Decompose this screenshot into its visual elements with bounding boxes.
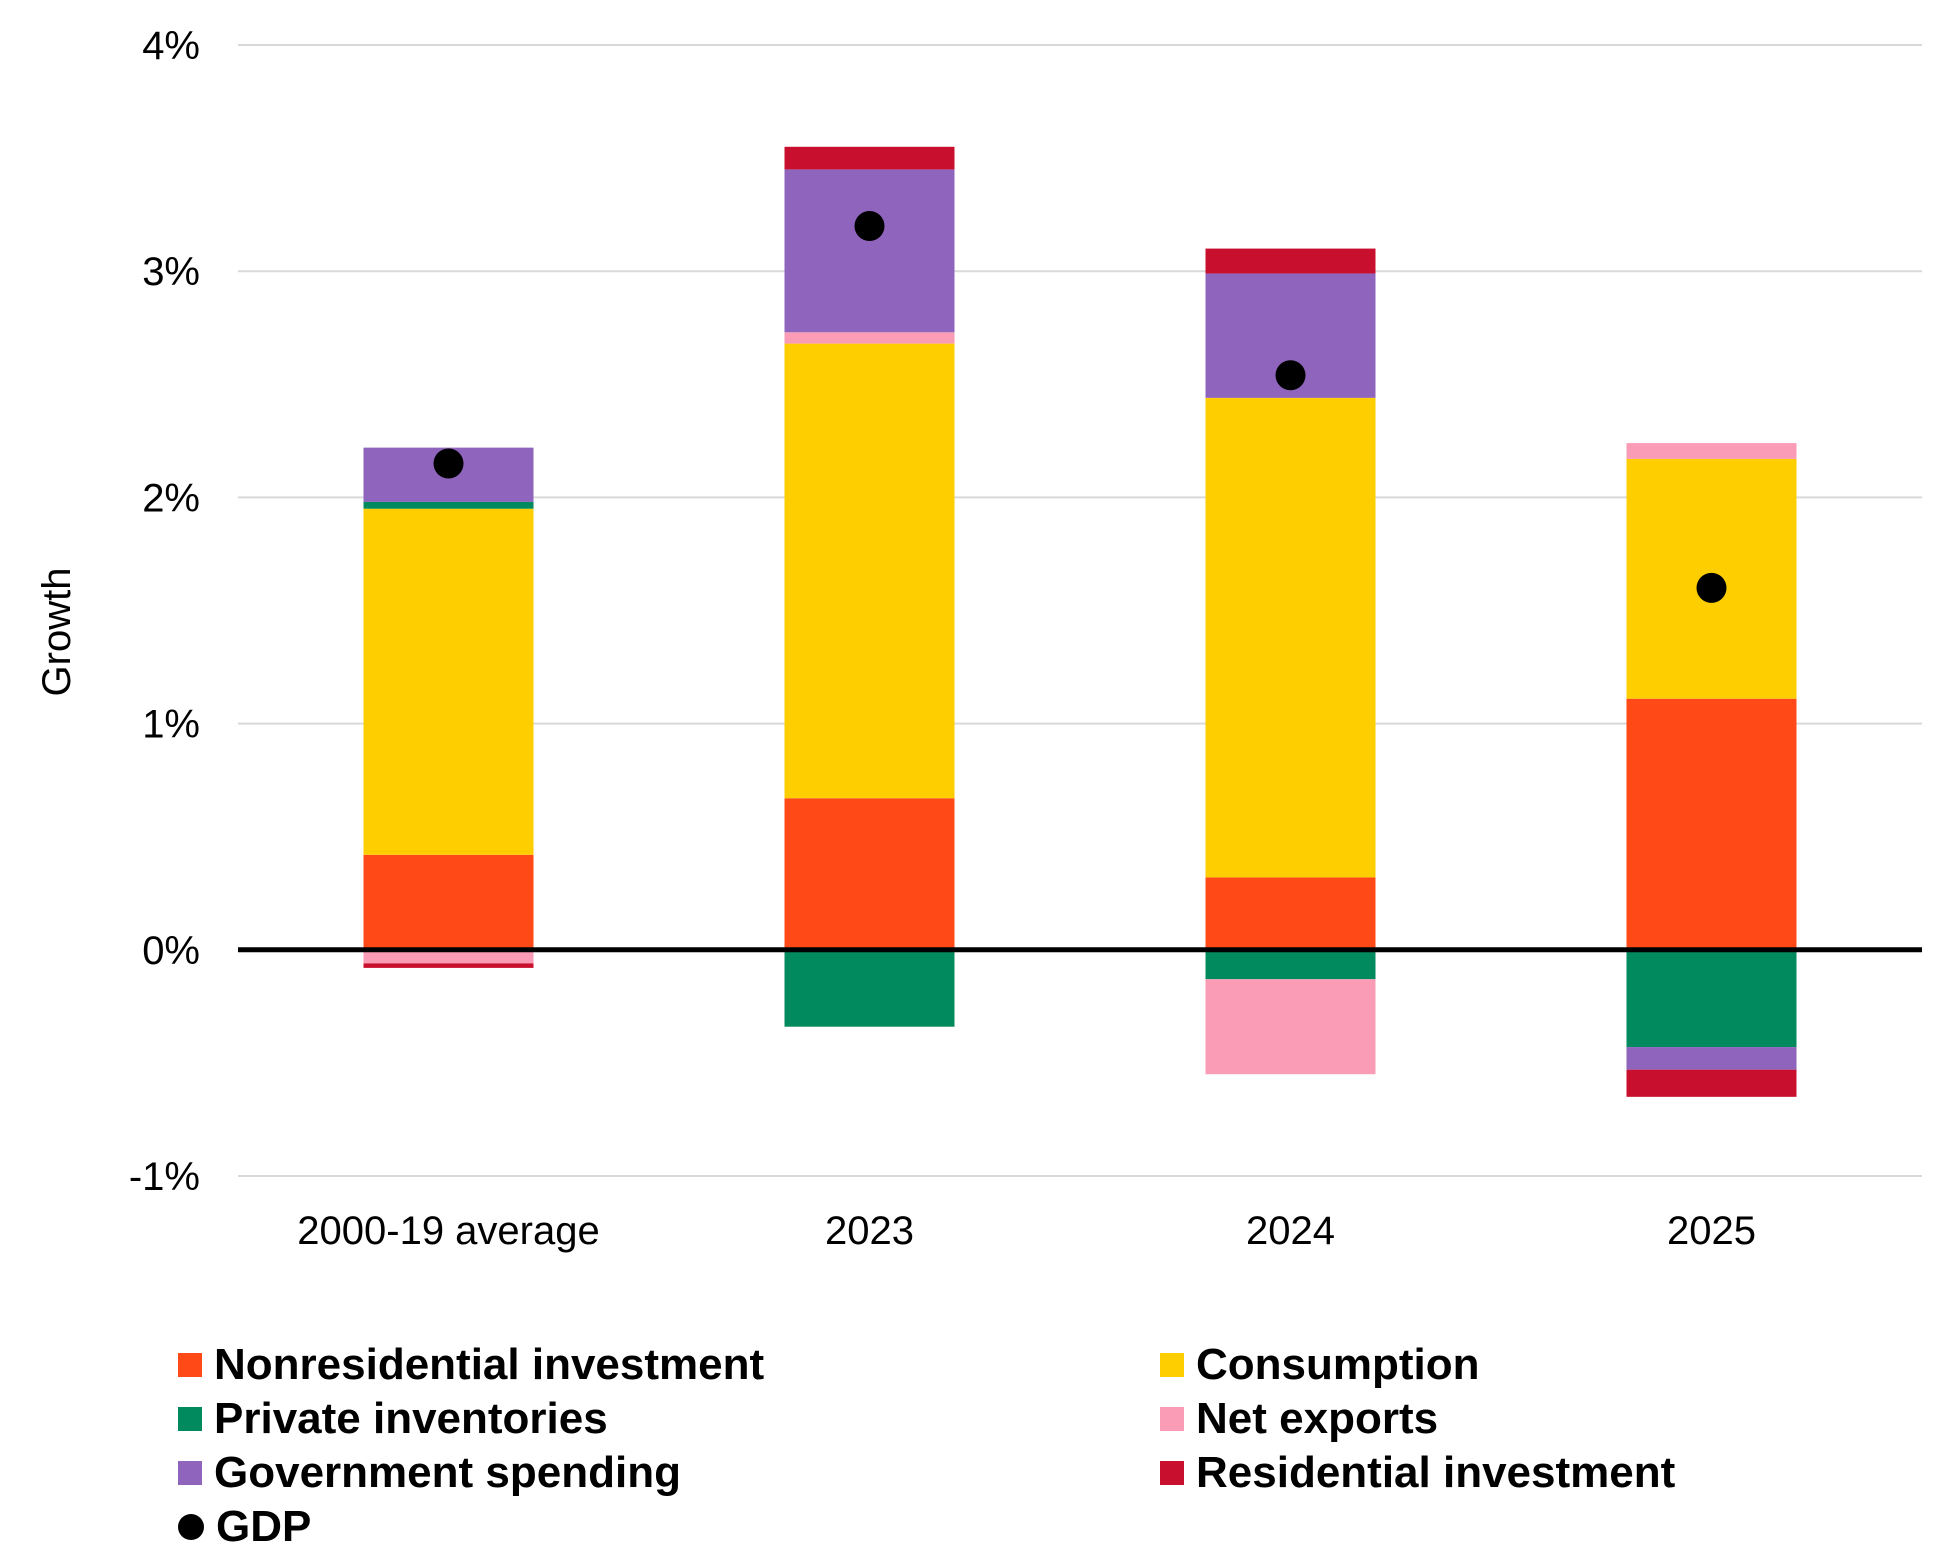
x-tick-label: 2000-19 average bbox=[297, 1209, 599, 1253]
legend-item-gdp: GDP bbox=[178, 1502, 311, 1552]
legend-item-net-exports: Net exports bbox=[1160, 1394, 1438, 1444]
bar-nonresidential-investment-2023 bbox=[784, 798, 955, 950]
bars bbox=[363, 146, 1797, 1097]
bar-net-exports-2000-19-average bbox=[363, 949, 534, 964]
bar-private-inventories-2025 bbox=[1626, 949, 1797, 1048]
gdp-point-2024 bbox=[1275, 360, 1306, 391]
y-tick-label: 4% bbox=[142, 24, 200, 68]
y-axis-ticks: 4% 3% 2% 1% 0% -1% bbox=[129, 24, 200, 1199]
legend-swatch-government-spending bbox=[178, 1461, 202, 1485]
legend-label: Government spending bbox=[214, 1448, 681, 1497]
bar-nonresidential-investment-2025 bbox=[1626, 698, 1797, 950]
bar-net-exports-2023 bbox=[784, 332, 955, 344]
bar-private-inventories-2000-19-average bbox=[363, 501, 534, 509]
y-tick-label: 2% bbox=[142, 476, 200, 520]
legend-label: Residential investment bbox=[1196, 1448, 1676, 1497]
y-tick-label: 1% bbox=[142, 703, 200, 747]
growth-contribution-chart: 4% 3% 2% 1% 0% -1% Growth 2000-19 average 2023… bbox=[35, 24, 1922, 1253]
legend-swatch-private-inventories bbox=[178, 1407, 202, 1431]
legend-item-consumption: Consumption bbox=[1160, 1340, 1480, 1390]
legend-label: GDP bbox=[216, 1502, 312, 1551]
legend-label: Consumption bbox=[1196, 1340, 1480, 1389]
bar-nonresidential-investment-2024 bbox=[1205, 877, 1376, 950]
x-axis-ticks: 2000-19 average 2023 2024 2025 bbox=[297, 1209, 1756, 1253]
bar-residential-investment-2023 bbox=[784, 146, 955, 170]
gdp-point-2025 bbox=[1696, 572, 1727, 603]
gdp-points bbox=[433, 210, 1727, 603]
bar-government-spending-2023 bbox=[784, 169, 955, 333]
legend-gdp-dot-icon bbox=[178, 1514, 204, 1540]
legend-item-private-inventories: Private inventories bbox=[178, 1394, 608, 1444]
bar-consumption-2023 bbox=[784, 343, 955, 799]
legend-item-nonresidential-investment: Nonresidential investment bbox=[178, 1340, 764, 1390]
bar-nonresidential-investment-2000-19-average bbox=[363, 854, 534, 950]
legend-item-residential-investment: Residential investment bbox=[1160, 1448, 1675, 1498]
bar-private-inventories-2023 bbox=[784, 949, 955, 1027]
x-tick-label: 2024 bbox=[1246, 1209, 1335, 1253]
bar-consumption-2000-19-average bbox=[363, 508, 534, 855]
x-tick-label: 2025 bbox=[1667, 1209, 1756, 1253]
bar-net-exports-2025 bbox=[1626, 443, 1797, 459]
bar-consumption-2024 bbox=[1205, 397, 1376, 878]
y-tick-label: 3% bbox=[142, 250, 200, 294]
bar-residential-investment-2024 bbox=[1205, 248, 1376, 274]
y-tick-label: 0% bbox=[142, 929, 200, 973]
y-axis-label: Growth bbox=[35, 568, 79, 697]
bar-net-exports-2024 bbox=[1205, 979, 1376, 1075]
bar-private-inventories-2024 bbox=[1205, 949, 1376, 980]
legend-item-government-spending: Government spending bbox=[178, 1448, 681, 1498]
legend-label: Private inventories bbox=[214, 1394, 608, 1443]
bar-residential-investment-2000-19-average bbox=[363, 963, 534, 968]
gdp-point-2023 bbox=[854, 210, 885, 241]
legend-swatch-residential-investment bbox=[1160, 1461, 1184, 1485]
legend-label: Net exports bbox=[1196, 1394, 1439, 1443]
legend-swatch-net-exports bbox=[1160, 1407, 1184, 1431]
legend: Nonresidential investment Consumption Pr… bbox=[178, 1340, 1778, 1552]
legend-swatch-nonresidential-investment bbox=[178, 1353, 202, 1377]
y-tick-label: -1% bbox=[129, 1155, 200, 1199]
gdp-point-2000-19-average bbox=[433, 448, 464, 479]
bar-government-spending-2025 bbox=[1626, 1047, 1797, 1070]
legend-swatch-consumption bbox=[1160, 1353, 1184, 1377]
bar-residential-investment-2025 bbox=[1626, 1069, 1797, 1097]
x-tick-label: 2023 bbox=[825, 1209, 914, 1253]
legend-label: Nonresidential investment bbox=[214, 1340, 765, 1389]
